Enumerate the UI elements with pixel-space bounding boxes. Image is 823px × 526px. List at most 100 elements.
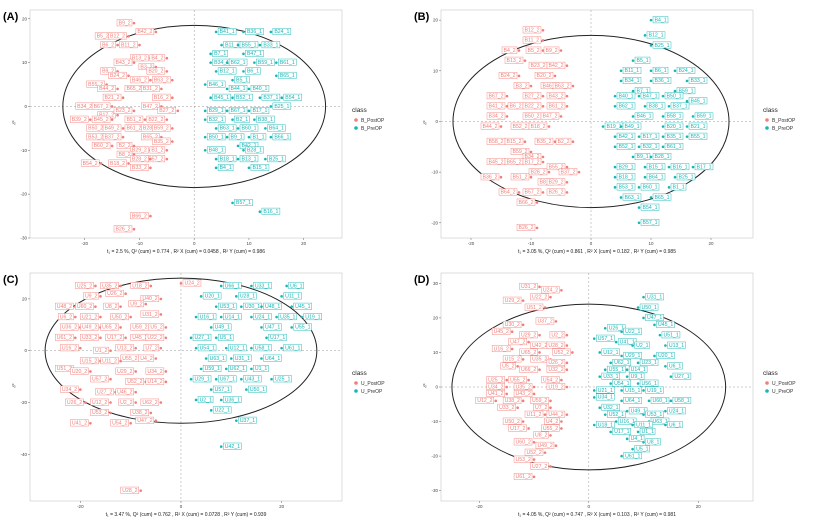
point-label-box bbox=[606, 365, 626, 373]
data-point bbox=[620, 399, 623, 403]
point-label-box bbox=[103, 302, 119, 310]
data-point bbox=[541, 155, 545, 159]
data-point bbox=[116, 113, 119, 117]
data-point bbox=[538, 333, 541, 337]
point-label-box bbox=[182, 279, 202, 287]
point-label-box bbox=[601, 348, 620, 356]
point-label-box bbox=[534, 137, 554, 145]
data-point bbox=[225, 135, 229, 139]
point-label: B24_2 bbox=[110, 73, 125, 79]
data-point bbox=[290, 305, 293, 308]
data-point bbox=[516, 406, 519, 410]
point-label-box bbox=[272, 102, 292, 110]
point-label: B58_2 bbox=[489, 139, 504, 145]
data-point bbox=[165, 118, 169, 121]
point-label: B38_1 bbox=[258, 117, 273, 123]
data-point bbox=[171, 127, 174, 130]
point-label: B55_1 bbox=[242, 42, 257, 48]
data-point bbox=[614, 340, 618, 344]
point-label: U5_1 bbox=[220, 335, 233, 341]
y-tick-label: 20 bbox=[433, 18, 439, 23]
point-label-box bbox=[486, 376, 505, 384]
point-label-box bbox=[534, 72, 554, 79]
data-point bbox=[601, 125, 605, 128]
point-label-box bbox=[90, 375, 109, 383]
data-point bbox=[231, 78, 234, 82]
point-label: B41_1 bbox=[220, 29, 235, 35]
data-point bbox=[505, 104, 509, 108]
point-label: B15_1 bbox=[252, 165, 267, 171]
point-label: B60_1 bbox=[242, 126, 257, 132]
point-label-box bbox=[606, 324, 626, 332]
data-point bbox=[134, 390, 137, 394]
point-label-box bbox=[510, 148, 530, 155]
data-point bbox=[560, 288, 563, 292]
data-point bbox=[159, 401, 163, 404]
legend-entry: B_PostOP bbox=[772, 118, 796, 124]
scatter-plot-c: (C) -20 0 20 -40 -20 0 20 t₁ = 3.47 %, Q² (cum) … bbox=[3, 272, 385, 518]
data-point bbox=[219, 398, 223, 402]
point-label: B47_1 bbox=[643, 93, 658, 99]
point-label: U57_1 bbox=[598, 336, 613, 342]
point-label: U14_1 bbox=[631, 367, 646, 373]
data-point bbox=[253, 118, 256, 121]
data-point bbox=[592, 396, 596, 399]
point-label-box bbox=[70, 367, 89, 375]
point-label: U64_1 bbox=[625, 398, 640, 404]
legend-entry: B_PostOP bbox=[361, 118, 385, 124]
point-label-box bbox=[245, 67, 261, 75]
y-tick-label: -20 bbox=[20, 400, 27, 405]
point-label: U7_2 bbox=[145, 345, 158, 351]
point-label: B50_2 bbox=[88, 126, 103, 132]
point-label-box bbox=[596, 421, 615, 429]
point-label-box bbox=[65, 398, 84, 406]
point-label-box bbox=[223, 396, 242, 403]
point-label-box bbox=[530, 293, 549, 301]
point-label-box bbox=[261, 93, 281, 101]
data-point bbox=[664, 409, 667, 413]
point-label: U34_2 bbox=[147, 369, 162, 375]
point-label-box bbox=[250, 85, 270, 92]
point-label-box bbox=[502, 296, 522, 304]
point-label-box bbox=[646, 173, 666, 181]
point-label: U58_1 bbox=[255, 345, 270, 351]
data-point bbox=[236, 43, 240, 47]
point-label-box bbox=[546, 178, 566, 186]
point-label: U22_1 bbox=[215, 408, 230, 414]
point-label: B42_1 bbox=[619, 134, 634, 140]
panel-b: (B) -20 -10 0 10 20 -20 -10 0 10 20 t₁ = 3.05 %, Q²… bbox=[411, 0, 822, 263]
point-label: U14_1 bbox=[225, 314, 240, 320]
point-label-box bbox=[256, 115, 275, 123]
point-label: B57_1 bbox=[643, 220, 658, 226]
point-label: B45_2 bbox=[489, 159, 504, 165]
data-point bbox=[94, 284, 97, 288]
point-label: B44_2 bbox=[99, 86, 114, 92]
point-label: U54_2 bbox=[543, 377, 558, 383]
point-label: B59_1 bbox=[258, 60, 273, 66]
point-label: U33_1 bbox=[603, 374, 618, 380]
point-label-box bbox=[217, 67, 237, 75]
point-label-box bbox=[250, 133, 267, 141]
data-point bbox=[517, 49, 521, 52]
point-label-box bbox=[667, 407, 686, 415]
point-label-box bbox=[250, 107, 270, 114]
point-label: B12_2 bbox=[110, 34, 125, 40]
point-label: U12_2 bbox=[92, 400, 107, 406]
point-label: B16_1 bbox=[673, 164, 688, 170]
data-point bbox=[143, 118, 147, 121]
data-point bbox=[643, 34, 647, 37]
data-point bbox=[529, 84, 533, 88]
scatter-plot-d: (D) -20 0 20 -30 -20 -10 0 10 20 30 t₁ = 4.05 %, Q²… bbox=[414, 272, 796, 518]
data-point bbox=[73, 336, 77, 340]
point-label: U60_2 bbox=[516, 440, 531, 446]
point-label: B1_2 bbox=[151, 148, 163, 154]
data-point bbox=[553, 140, 557, 144]
point-label: U37_2 bbox=[537, 319, 552, 325]
x-tick-label: 20 bbox=[708, 241, 714, 246]
point-label: B21_2 bbox=[105, 95, 120, 101]
data-point bbox=[669, 399, 673, 403]
data-point bbox=[667, 186, 671, 189]
y-tick-label: -30 bbox=[20, 236, 27, 241]
point-label: B62_1 bbox=[231, 60, 246, 66]
point-label-box bbox=[58, 313, 74, 321]
